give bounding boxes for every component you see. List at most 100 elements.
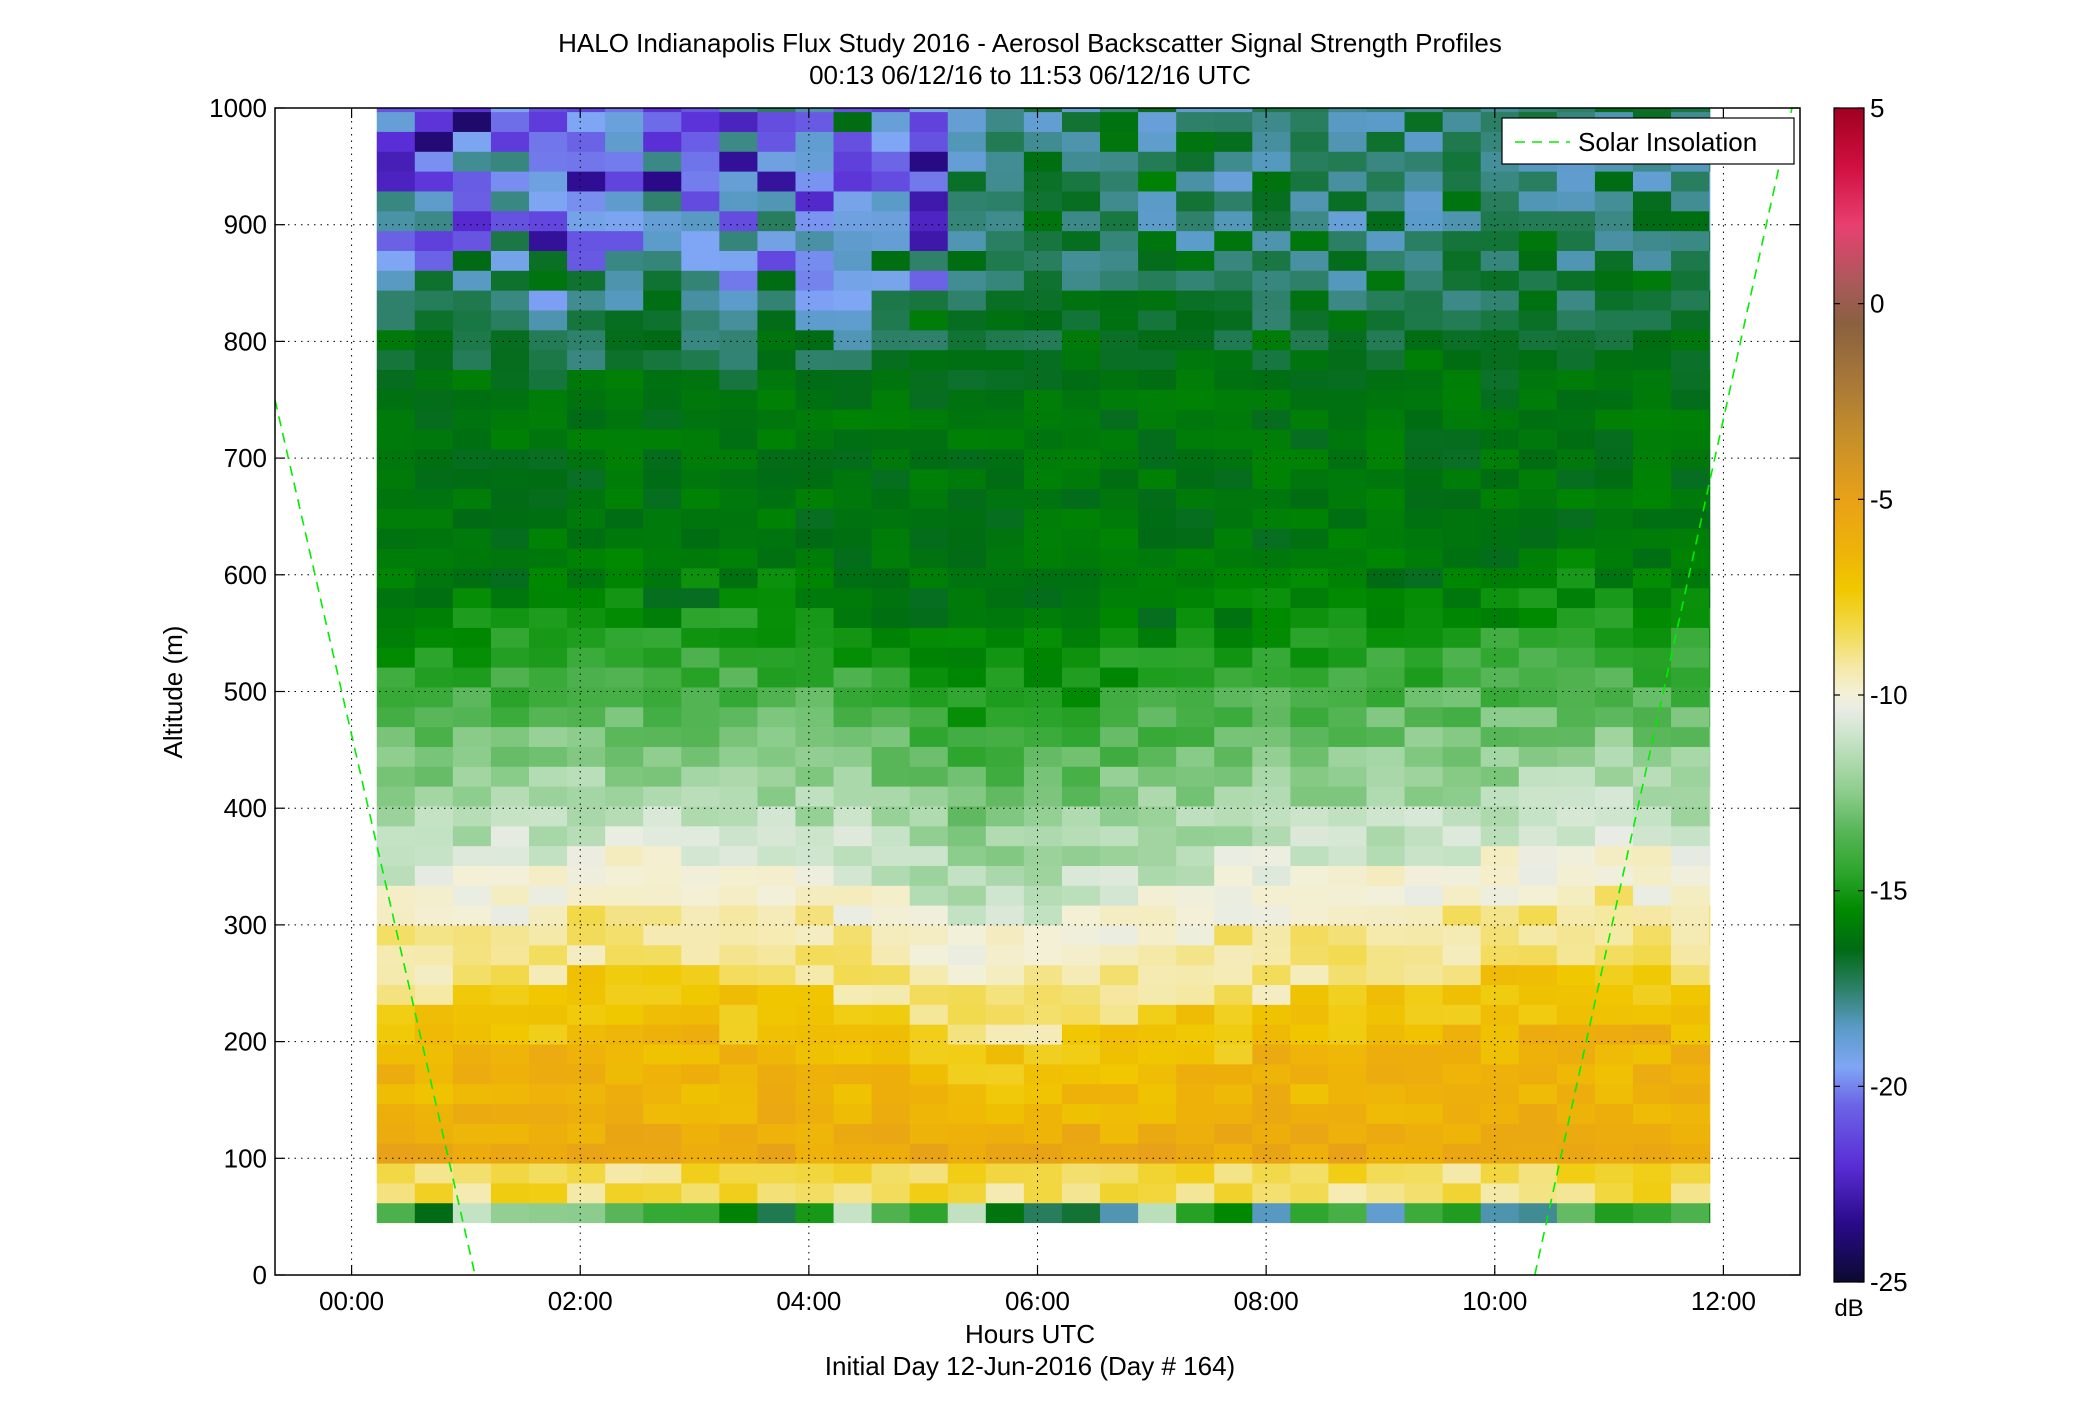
heatmap-cell — [757, 984, 797, 1005]
heatmap-cell — [1480, 250, 1520, 271]
heatmap-cell — [1480, 1083, 1520, 1105]
heatmap-cell — [605, 905, 644, 926]
heatmap-cell — [833, 786, 873, 807]
heatmap-cell — [1252, 230, 1291, 251]
heatmap-cell — [605, 270, 644, 291]
heatmap-cell — [1632, 984, 1672, 1005]
heatmap-cell — [1061, 528, 1101, 549]
heatmap-cell — [490, 567, 530, 589]
heatmap-cell — [1518, 349, 1558, 371]
heatmap-cell — [376, 329, 416, 351]
heatmap-cell — [605, 111, 644, 132]
heatmap-cell — [681, 964, 720, 986]
heatmap-cell — [1252, 746, 1291, 767]
heatmap-cell — [452, 726, 492, 747]
heatmap-cell — [1632, 825, 1672, 847]
heatmap-cell — [1404, 250, 1444, 271]
heatmap-cell — [1556, 1103, 1596, 1124]
heatmap-cell — [1100, 309, 1139, 331]
heatmap-cell — [1518, 647, 1558, 668]
heatmap-cell — [947, 488, 987, 509]
heatmap-cell — [1632, 329, 1672, 351]
heatmap-cell — [1556, 250, 1596, 271]
heatmap-cell — [567, 726, 606, 747]
heatmap-cell — [643, 1103, 682, 1124]
heatmap-cell — [490, 905, 530, 926]
heatmap-cell — [757, 1043, 797, 1065]
heatmap-cell — [719, 547, 759, 569]
heatmap-cell — [909, 290, 949, 311]
heatmap-cell — [1556, 567, 1596, 589]
heatmap-cell — [414, 666, 454, 688]
y-tick-label: 900 — [224, 210, 267, 240]
heatmap-cell — [452, 1043, 492, 1065]
heatmap-cell — [1709, 1182, 1711, 1204]
heatmap-cell — [1290, 1103, 1330, 1124]
heatmap-cell — [643, 686, 682, 708]
heatmap-cell — [757, 964, 797, 986]
heatmap-cell — [376, 488, 416, 509]
heatmap-cell — [1328, 944, 1368, 966]
heatmap-cell — [567, 329, 606, 351]
heatmap-cell — [719, 329, 759, 351]
heatmap-cell — [1366, 369, 1406, 390]
heatmap-cell — [1252, 924, 1291, 946]
heatmap-cell — [1061, 964, 1101, 986]
heatmap-cell — [947, 171, 987, 192]
heatmap-cell — [1632, 686, 1672, 708]
heatmap-cell — [1480, 1063, 1520, 1085]
heatmap-cell — [947, 905, 987, 926]
heatmap-cell — [1061, 488, 1101, 509]
heatmap-cell — [1480, 1043, 1520, 1065]
heatmap-cell — [1023, 726, 1063, 747]
heatmap-cell — [909, 1063, 949, 1085]
heatmap-cell — [909, 686, 949, 708]
legend: Solar Insolation — [1501, 117, 1795, 165]
heatmap-cell — [376, 1004, 416, 1025]
heatmap-cell — [1671, 964, 1710, 986]
heatmap-cell — [795, 309, 835, 331]
heatmap-cell — [1366, 587, 1406, 609]
heatmap-cell — [757, 1162, 797, 1184]
heatmap-cell — [947, 964, 987, 986]
heatmap-cell — [567, 349, 606, 371]
heatmap-cell — [643, 627, 682, 648]
heatmap-cell — [1176, 825, 1215, 847]
heatmap-cell — [605, 1143, 644, 1164]
heatmap-cell — [795, 1083, 835, 1105]
heatmap-cell — [1138, 666, 1177, 688]
heatmap-cell — [1061, 210, 1101, 232]
heatmap-cell — [1176, 131, 1215, 152]
heatmap-cell — [414, 924, 454, 946]
heatmap-cell — [490, 210, 530, 232]
heatmap-cell — [1176, 726, 1215, 747]
heatmap-cell — [985, 1004, 1025, 1025]
heatmap-cell — [376, 1143, 416, 1164]
heatmap-cell — [567, 290, 606, 311]
heatmap-cell — [643, 309, 682, 331]
heatmap-cell — [681, 448, 720, 470]
heatmap-cell — [567, 944, 606, 966]
x-tick-label: 02:00 — [548, 1286, 613, 1316]
heatmap-cell — [681, 468, 720, 490]
heatmap-cell — [719, 1162, 759, 1184]
heatmap-cell — [414, 1143, 454, 1164]
heatmap-cell — [1328, 607, 1368, 628]
heatmap-cell — [1023, 1004, 1063, 1025]
heatmap-cell — [414, 706, 454, 728]
heatmap-cell — [1100, 567, 1139, 589]
heatmap-cell — [1214, 805, 1253, 827]
heatmap-cell — [795, 508, 835, 529]
heatmap-cell — [1252, 448, 1291, 470]
heatmap-cell — [1594, 567, 1634, 589]
heatmap-cell — [452, 1103, 492, 1124]
heatmap-cell — [833, 131, 873, 152]
heatmap-cell — [1176, 409, 1215, 430]
heatmap-cell — [833, 190, 873, 212]
heatmap-cell — [1366, 171, 1406, 192]
heatmap-cell — [1671, 230, 1710, 251]
heatmap-cell — [947, 845, 987, 866]
heatmap-cell — [947, 1182, 987, 1204]
heatmap-cell — [643, 111, 682, 132]
heatmap-cell — [1214, 766, 1253, 787]
